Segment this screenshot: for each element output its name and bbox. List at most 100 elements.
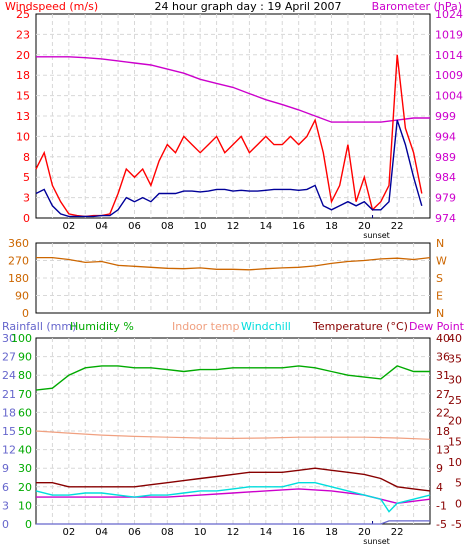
windspeed-tick-label: 15 bbox=[16, 90, 30, 103]
compass-tick-label: N bbox=[436, 307, 444, 320]
x-tick-label: 20 bbox=[358, 527, 371, 538]
temperature-secondary-tick-label: 40 bbox=[448, 332, 462, 345]
sunset-label: sunset bbox=[363, 231, 390, 240]
legend: Rainfall (mm) Humidity % Indoor temp Win… bbox=[2, 320, 465, 333]
rainfall-tick-label: 30 bbox=[2, 332, 16, 345]
windspeed-tick-label: 18 bbox=[16, 69, 30, 82]
barometer-series-line bbox=[36, 56, 430, 123]
barometer-tick-label: 979 bbox=[435, 192, 456, 205]
barometer-tick-label: 1004 bbox=[435, 90, 463, 103]
x-tick-label: 06 bbox=[128, 527, 141, 538]
temperature-c-tick-label: 9 bbox=[436, 462, 443, 475]
humidity-tick-label: 60 bbox=[18, 406, 32, 419]
x-tick-label: 10 bbox=[194, 527, 207, 538]
barometer-tick-label: 999 bbox=[435, 110, 456, 123]
x-tick-label: 02 bbox=[62, 221, 75, 232]
humidity-tick-label: 80 bbox=[18, 369, 32, 382]
humidity-tick-label: 50 bbox=[18, 425, 32, 438]
wind-direction-series-line bbox=[36, 256, 431, 271]
temperature-secondary-tick-label: 25 bbox=[448, 394, 462, 407]
windspeed-tick-label: 8 bbox=[23, 151, 30, 164]
x-tick-label: 10 bbox=[194, 221, 207, 232]
compass-tick-label: S bbox=[436, 272, 443, 285]
temperature-secondary-tick-label: 0 bbox=[455, 497, 462, 510]
x-tick-label: 20 bbox=[358, 221, 371, 232]
average-windspeed-series-line bbox=[35, 119, 423, 218]
humidity-tick-label: 10 bbox=[18, 499, 32, 512]
x-tick-label: 04 bbox=[95, 221, 108, 232]
humidity-tick-label: 0 bbox=[25, 518, 32, 531]
legend-dew-point: Dew Point bbox=[409, 320, 465, 333]
temperature-secondary-tick-label: 5 bbox=[455, 477, 462, 490]
direction-tick-label: 180 bbox=[8, 272, 29, 285]
x-tick-label: 16 bbox=[292, 527, 305, 538]
windspeed-tick-label: 20 bbox=[16, 49, 30, 62]
x-tick-label: 02 bbox=[62, 527, 75, 538]
x-tick-label: 16 bbox=[292, 221, 305, 232]
rainfall-tick-label: 18 bbox=[2, 406, 16, 419]
chart-title: 24 hour graph day : 19 April 2007 bbox=[155, 0, 342, 13]
humidity-tick-label: 90 bbox=[18, 351, 32, 364]
temperature-secondary-tick-label: 15 bbox=[448, 435, 462, 448]
x-tick-label: 22 bbox=[391, 527, 404, 538]
x-tick-label: 14 bbox=[259, 221, 272, 232]
x-tick-label: 08 bbox=[161, 527, 174, 538]
x-tick-label: 22 bbox=[391, 221, 404, 232]
windspeed-tick-label: 25 bbox=[16, 8, 30, 21]
windspeed-axis-label: Windspeed (m/s) bbox=[5, 0, 98, 13]
humidity-series-line bbox=[35, 365, 430, 391]
windspeed-tick-label: 0 bbox=[23, 212, 30, 225]
temperature-c-tick-label: 31 bbox=[436, 369, 450, 382]
barometer-tick-label: 1014 bbox=[435, 49, 463, 62]
barometer-tick-label: 984 bbox=[435, 171, 456, 184]
barometer-tick-label: 1009 bbox=[435, 69, 463, 82]
wind-barometer-panel: 0358101315182023259749799849899949991004… bbox=[16, 8, 463, 240]
legend-temperature: Temperature (°C) bbox=[312, 320, 408, 333]
rainfall-tick-label: 21 bbox=[2, 388, 16, 401]
x-tick-label: 12 bbox=[227, 527, 240, 538]
barometer-tick-label: 989 bbox=[435, 151, 456, 164]
barometer-axis-label: Barometer (hPa) bbox=[372, 0, 462, 13]
x-tick-label: 18 bbox=[325, 527, 338, 538]
temperature-c-tick-label: 40 bbox=[436, 332, 450, 345]
rainfall-tick-label: 0 bbox=[2, 518, 9, 531]
temperature-humidity-panel: 0369121518212427300102030405060708090100… bbox=[2, 332, 462, 546]
temperature-secondary-tick-label: 30 bbox=[448, 373, 462, 386]
barometer-tick-label: 1024 bbox=[435, 8, 463, 21]
humidity-tick-label: 100 bbox=[11, 332, 32, 345]
direction-tick-label: 360 bbox=[8, 237, 29, 250]
humidity-tick-label: 30 bbox=[18, 462, 32, 475]
windspeed-tick-label: 5 bbox=[23, 171, 30, 184]
x-tick-label: 06 bbox=[128, 221, 141, 232]
temperature-secondary-tick-label: 20 bbox=[448, 415, 462, 428]
compass-tick-label: E bbox=[436, 290, 443, 303]
compass-tick-label: W bbox=[436, 255, 447, 268]
rainfall-series-line bbox=[36, 520, 430, 525]
temperature-c-tick-label: 18 bbox=[436, 425, 450, 438]
temperature-secondary-tick-label: 35 bbox=[448, 353, 462, 366]
rainfall-tick-label: 6 bbox=[2, 481, 9, 494]
x-tick-label: 18 bbox=[325, 221, 338, 232]
direction-tick-label: 0 bbox=[22, 307, 29, 320]
rainfall-tick-label: 27 bbox=[2, 351, 16, 364]
temperature-secondary-tick-label: -5 bbox=[451, 518, 462, 531]
direction-tick-label: 90 bbox=[15, 290, 29, 303]
x-tick-label: 12 bbox=[227, 221, 240, 232]
humidity-tick-label: 20 bbox=[18, 481, 32, 494]
x-tick-label: 04 bbox=[95, 527, 108, 538]
legend-rainfall: Rainfall (mm) bbox=[2, 320, 76, 333]
windchill-series-line bbox=[35, 482, 431, 513]
rainfall-tick-label: 15 bbox=[2, 425, 16, 438]
rainfall-tick-label: 12 bbox=[2, 444, 16, 457]
x-tick-label: 14 bbox=[259, 527, 272, 538]
direction-tick-label: 270 bbox=[8, 255, 29, 268]
temperature-c-tick-label: -1 bbox=[436, 499, 447, 512]
compass-tick-label: N bbox=[436, 237, 444, 250]
rainfall-tick-label: 3 bbox=[2, 499, 9, 512]
rainfall-tick-label: 24 bbox=[2, 369, 16, 382]
legend-windchill: Windchill bbox=[241, 320, 291, 333]
windspeed-tick-label: 10 bbox=[16, 130, 30, 143]
temperature-c-tick-label: 36 bbox=[436, 351, 450, 364]
